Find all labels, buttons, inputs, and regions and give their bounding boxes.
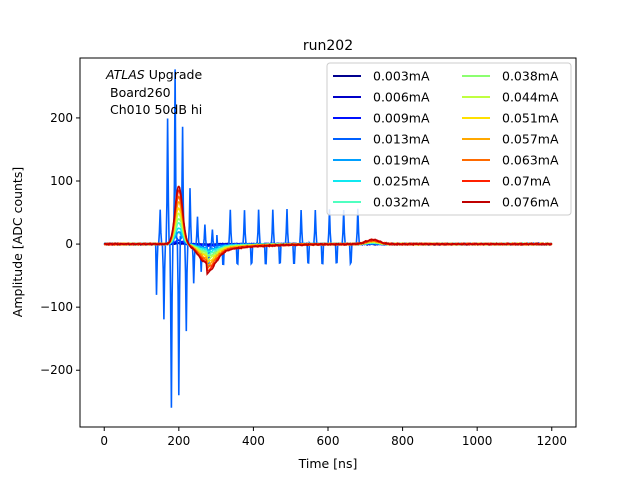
legend-label-0.038mA: 0.038mA (502, 69, 559, 84)
legend-label-0.063mA: 0.063mA (502, 153, 559, 168)
annotation-upgrade: Upgrade (145, 67, 203, 82)
x-tick-label: 200 (167, 434, 190, 448)
legend-label-0.07mA: 0.07mA (502, 174, 551, 189)
atlas-annotation: ATLAS Upgrade Board260 Ch010 50dB hi (105, 67, 202, 117)
x-tick-label: 0 (100, 434, 108, 448)
x-tick-label: 1000 (462, 434, 493, 448)
y-tick-label: 0 (65, 237, 73, 251)
plot-area (103, 69, 553, 408)
chart-title: run202 (303, 38, 353, 54)
x-axis-label: Time [ns] (298, 456, 358, 471)
y-tick-label: −100 (40, 300, 73, 314)
legend-box (326, 62, 572, 216)
legend-label-0.032mA: 0.032mA (373, 195, 430, 210)
x-tick-label: 400 (242, 434, 265, 448)
y-tick-label: 100 (50, 174, 73, 188)
axes: 0 200 400 600 800 1000 1200 −200 −100 0 100 200 (40, 57, 577, 448)
legend: 0.003mA 0.006mA 0.009mA 0.013mA 0.019mA 0.025… (326, 62, 572, 216)
y-tick-label: −200 (40, 363, 73, 377)
annotation-line-2: Board260 (110, 85, 171, 100)
annotation-line-3: Ch010 50dB hi (110, 102, 202, 117)
legend-label-0.051mA: 0.051mA (502, 111, 559, 126)
legend-label-0.009mA: 0.009mA (373, 111, 430, 126)
legend-label-0.044mA: 0.044mA (502, 90, 559, 105)
x-tick-label: 800 (391, 434, 414, 448)
legend-label-0.003mA: 0.003mA (373, 69, 430, 84)
annotation-atlas-italic: ATLAS (105, 67, 145, 82)
legend-label-0.057mA: 0.057mA (502, 132, 559, 147)
annotation-line-1: ATLAS Upgrade (105, 67, 202, 82)
legend-label-0.013mA: 0.013mA (373, 132, 430, 147)
legend-label-0.076mA: 0.076mA (502, 195, 559, 210)
legend-label-0.006mA: 0.006mA (373, 90, 430, 105)
series-layer (103, 69, 553, 408)
x-tick-label: 600 (317, 434, 340, 448)
y-axis-label: Amplitude [ADC counts] (10, 167, 25, 317)
series-line-0.076mA (103, 185, 553, 276)
legend-label-0.025mA: 0.025mA (373, 174, 430, 189)
legend-label-0.019mA: 0.019mA (373, 153, 430, 168)
y-tick-label: 200 (50, 111, 73, 125)
x-tick-label: 1200 (536, 434, 567, 448)
